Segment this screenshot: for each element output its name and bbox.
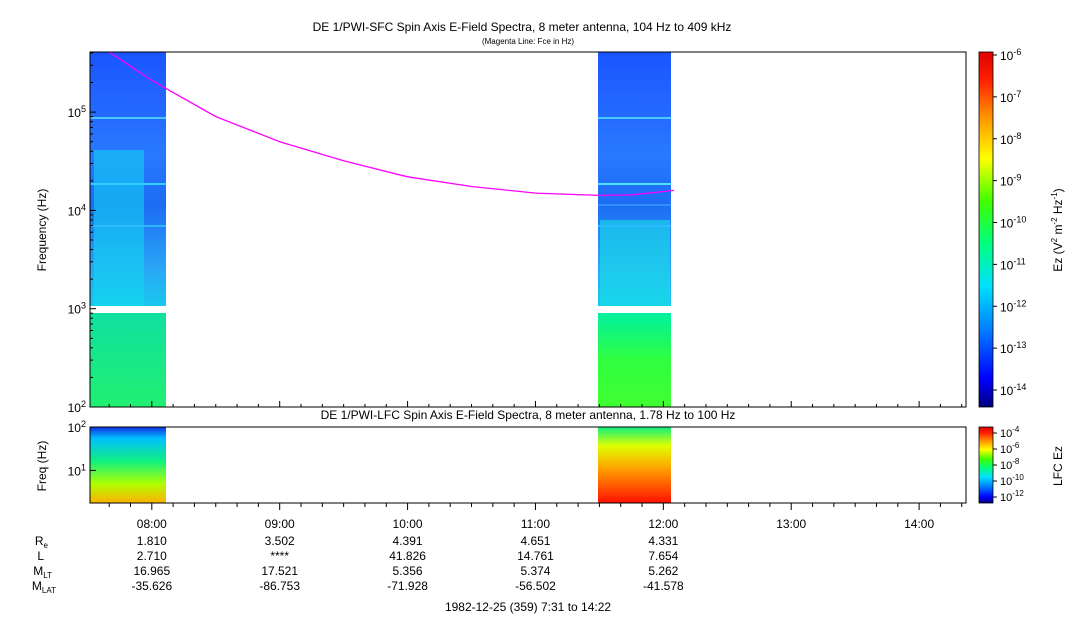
time-tick-label: 11:00 xyxy=(521,517,550,531)
ephemeris-value: -56.502 xyxy=(515,579,556,593)
sfc-spectrogram xyxy=(89,51,967,408)
sfc-streaks xyxy=(90,117,671,227)
ephemeris-value: 5.374 xyxy=(520,564,550,578)
time-tick-label: 14:00 xyxy=(904,517,934,531)
bottom-cbar-tick-label: 10-12 xyxy=(1000,489,1024,504)
ephemeris-value: 17.521 xyxy=(261,564,298,578)
ephemeris-value: 4.391 xyxy=(393,534,423,548)
ephemeris-row-label: MLT xyxy=(33,564,52,580)
bottom-ytick-label: 102 xyxy=(68,419,86,435)
bottom-ytick-label: 101 xyxy=(68,462,86,478)
fce-magenta-line xyxy=(108,51,675,197)
ephemeris-value: 41.826 xyxy=(389,549,426,563)
sfc-block-2-low xyxy=(598,313,671,407)
ephemeris-value: -86.753 xyxy=(259,579,300,593)
top-cbar-tick-label: 10-7 xyxy=(1000,89,1021,105)
time-tick-label: 08:00 xyxy=(137,517,167,531)
bottom-cbar-tick-label: 10-4 xyxy=(1000,425,1020,440)
sfc-block-2-gap xyxy=(598,306,671,313)
top-cbar-tick-label: 10-8 xyxy=(1000,131,1021,147)
top-cbar-tick-label: 10-14 xyxy=(1000,382,1026,398)
time-tick-label: 09:00 xyxy=(265,517,295,531)
bottom-y-axis-label: Freq (Hz) xyxy=(35,441,49,492)
sfc-block-1-gap xyxy=(90,306,166,313)
top-panel-subtitle: (Magenta Line: Fce in Hz) xyxy=(482,37,574,46)
bottom-cbar-tick-label: 10-10 xyxy=(1000,473,1024,488)
lfc-spectrogram xyxy=(89,426,967,504)
top-ytick-label: 103 xyxy=(68,301,86,317)
top-cbar-tick-label: 10-9 xyxy=(1000,173,1021,189)
top-ytick-label: 104 xyxy=(68,202,86,218)
bottom-colorbar-label: LFC Ez xyxy=(1051,446,1065,486)
bottom-y-axis: Freq (Hz) 102 101 xyxy=(35,419,96,491)
ephemeris-value: **** xyxy=(270,549,289,563)
time-tick-label: 13:00 xyxy=(776,517,806,531)
lfc-block-1 xyxy=(90,427,166,503)
ephemeris-value: 1.810 xyxy=(137,534,167,548)
ephemeris-value: 4.651 xyxy=(520,534,550,548)
top-ytick-label: 105 xyxy=(68,104,86,120)
ephemeris-row-label: Re xyxy=(35,534,49,550)
time-tick-label: 12:00 xyxy=(648,517,678,531)
top-cbar-tick-label: 10-6 xyxy=(1000,47,1021,63)
ephemeris-value: -41.578 xyxy=(643,579,684,593)
ephemeris-value: -35.626 xyxy=(131,579,172,593)
top-cbar-tick-label: 10-11 xyxy=(1000,256,1026,272)
ephemeris-value: 7.654 xyxy=(648,549,678,563)
time-axis xyxy=(108,401,963,510)
sfc-block-2-lowband xyxy=(600,220,670,306)
sfc-block-1-lowband xyxy=(94,150,144,306)
ephemeris-value: 5.356 xyxy=(393,564,423,578)
ephemeris-row-label: MLAT xyxy=(32,579,56,595)
time-tick-label: 10:00 xyxy=(393,517,423,531)
ephemeris-value: 16.965 xyxy=(133,564,170,578)
top-colorbar: 10-6 10-7 10-8 10-9 10-10 10-11 10-12 10-13 10-1… xyxy=(978,47,1065,408)
top-panel-title: DE 1/PWI-SFC Spin Axis E-Field Spectra, … xyxy=(313,20,732,34)
top-colorbar-label: Ez (V2 m-2 Hz-1) xyxy=(1050,188,1065,271)
ephemeris-value: 14.761 xyxy=(517,549,554,563)
sfc-block-1-low xyxy=(90,313,166,407)
footer-time-range: 1982-12-25 (359) 7:31 to 14:22 xyxy=(445,600,611,614)
ephemeris-value: -71.928 xyxy=(387,579,428,593)
ephemeris-row-label: L xyxy=(37,549,44,563)
ephemeris-value: 3.502 xyxy=(265,534,295,548)
top-cbar-tick-label: 10-12 xyxy=(1000,298,1026,314)
top-ytick-label: 102 xyxy=(68,399,86,415)
lfc-block-2 xyxy=(598,427,671,503)
top-y-axis: Frequency (Hz) 102 103 104 105 xyxy=(35,52,96,415)
bottom-panel-title: DE 1/PWI-LFC Spin Axis E-Field Spectra, … xyxy=(321,408,736,422)
top-cbar-tick-label: 10-10 xyxy=(1000,215,1026,231)
bottom-cbar-tick-label: 10-6 xyxy=(1000,441,1020,456)
bottom-cbar-tick-label: 10-8 xyxy=(1000,457,1020,472)
ephemeris-value: 4.331 xyxy=(648,534,678,548)
top-y-axis-label: Frequency (Hz) xyxy=(35,189,49,272)
ephemeris-value: 5.262 xyxy=(648,564,678,578)
ephemeris-value: 2.710 xyxy=(137,549,167,563)
top-cbar-tick-label: 10-13 xyxy=(1000,340,1026,356)
